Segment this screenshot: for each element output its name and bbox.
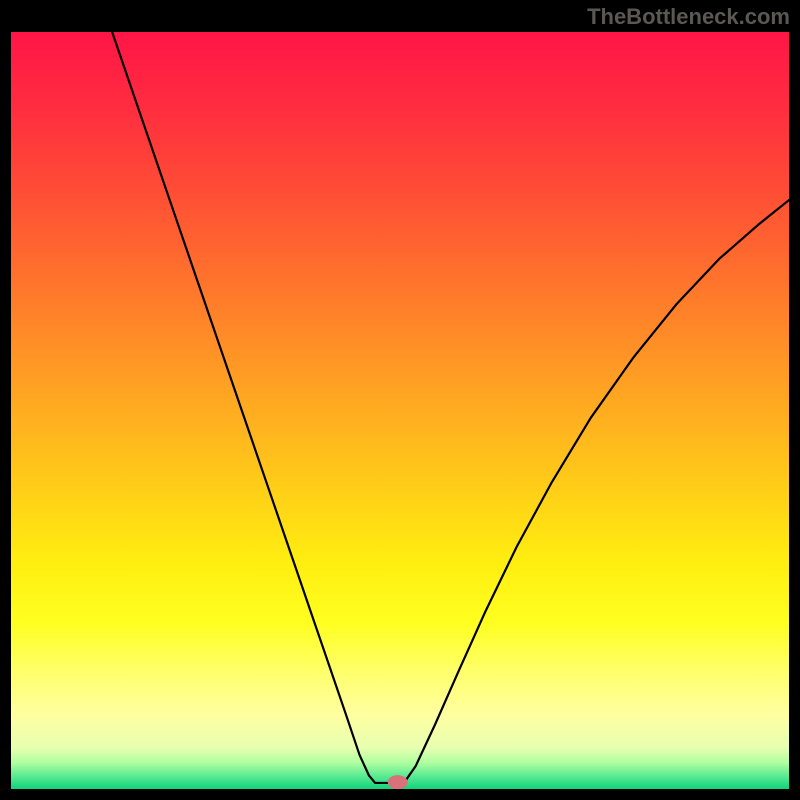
minimum-marker [388, 775, 408, 789]
plot-background [11, 32, 789, 789]
bottleneck-chart [0, 0, 800, 800]
watermark-text: TheBottleneck.com [587, 4, 790, 30]
chart-container: TheBottleneck.com [0, 0, 800, 800]
